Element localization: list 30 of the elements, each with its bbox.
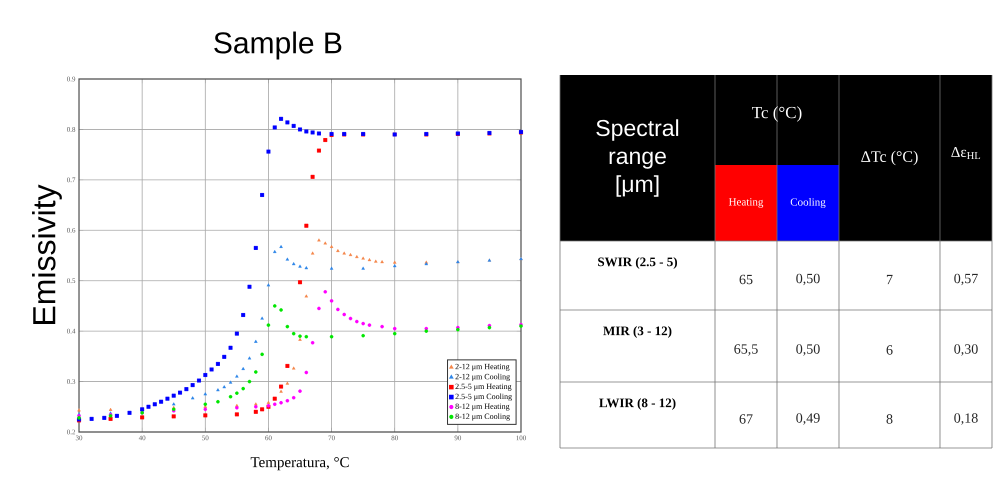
text: MIR (3 - 12)	[603, 326, 672, 338]
text: SWIR (2.5 - 5)	[598, 257, 678, 269]
text: Cooling	[790, 198, 826, 208]
text: 0,49	[796, 413, 820, 425]
text: LWIR (8 - 12)	[599, 398, 676, 410]
text: 65,5	[734, 344, 758, 356]
text: ΔTc (°C)	[861, 150, 918, 166]
text: 67	[740, 414, 753, 424]
legend-label: 2.5-5 μm Cooling	[455, 394, 512, 401]
text: 7	[886, 274, 893, 284]
x-axis-title: Temperatura, °C	[250, 457, 349, 470]
text: 0,30	[954, 344, 978, 356]
text: 0,18	[954, 413, 978, 425]
legend-label: 2.5-5 μm Heating	[455, 384, 512, 391]
text: 0,50	[796, 344, 820, 356]
legend-label: 8-12 μm Cooling	[455, 413, 510, 421]
text: Heating	[728, 198, 764, 208]
text: Δε$_{HL}$	[951, 146, 980, 160]
text: 0,57	[954, 274, 978, 286]
text: 8	[886, 414, 892, 424]
legend-label: 2-12 μm Heating	[455, 364, 510, 371]
legend-label: 8-12 μm Heating	[455, 404, 510, 411]
chart-title: Sample B	[214, 32, 342, 60]
text: 65	[740, 274, 752, 284]
text: Tc (°C)	[752, 106, 802, 122]
legend-label: 2-12 μm Cooling	[455, 374, 510, 381]
text: Spectral range [μm]	[596, 119, 678, 197]
text: 0,50	[796, 274, 820, 286]
y-axis-title: Emissivity	[32, 184, 62, 324]
text: 6	[886, 345, 893, 355]
